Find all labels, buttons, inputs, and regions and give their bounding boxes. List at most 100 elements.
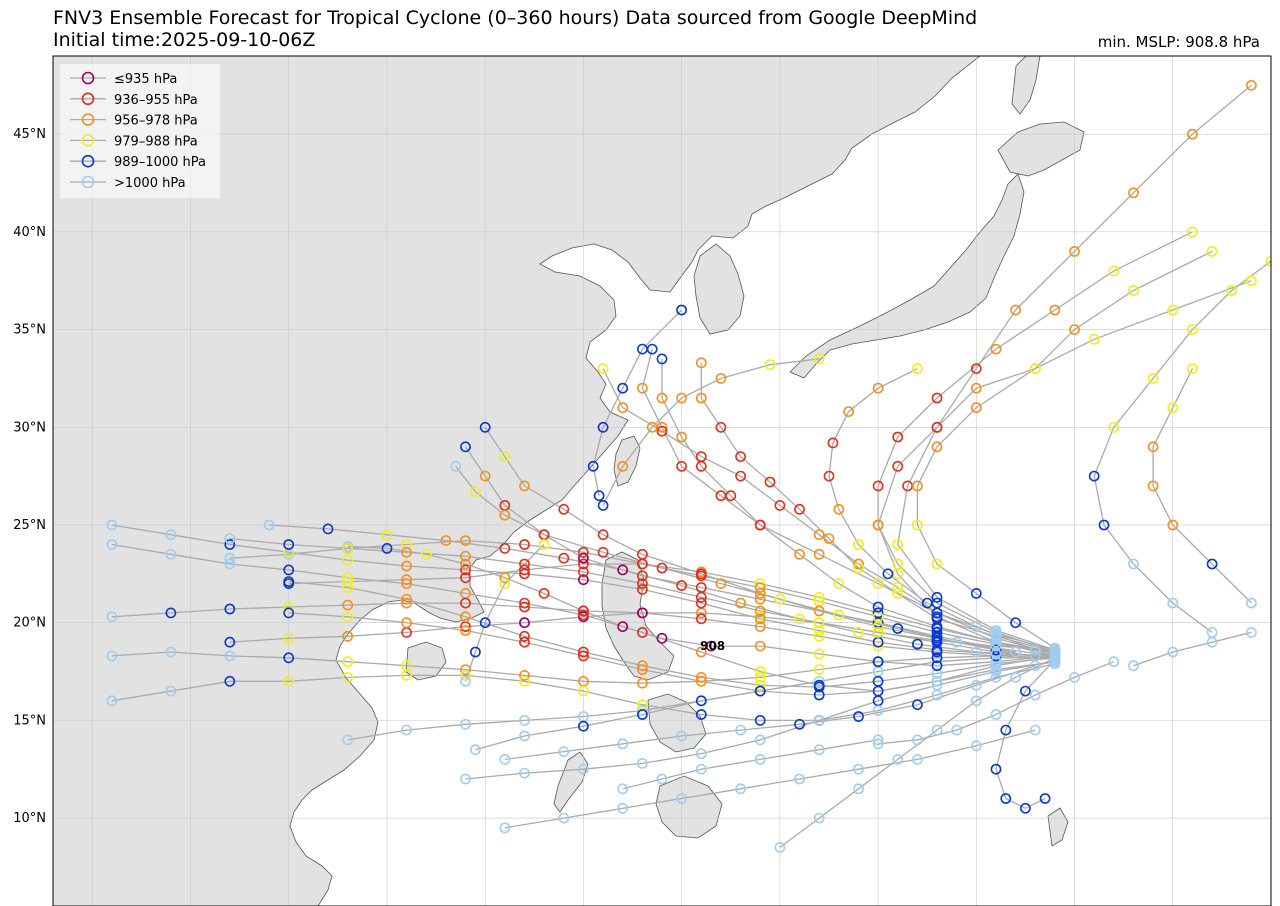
track-point <box>912 519 923 531</box>
track-point <box>695 695 707 707</box>
legend-marker <box>81 92 95 106</box>
track-line <box>916 280 1252 649</box>
track-point <box>637 570 648 582</box>
track-point <box>165 646 177 658</box>
track-point <box>1187 128 1198 140</box>
track-point <box>1187 363 1198 374</box>
track-point <box>597 499 609 511</box>
track-point <box>1069 324 1080 335</box>
track-point <box>912 754 923 765</box>
track-point <box>460 597 471 609</box>
track-point <box>912 363 923 374</box>
track-point <box>637 677 648 689</box>
track-point <box>1010 617 1021 629</box>
track-point <box>283 607 295 619</box>
track-point <box>853 627 864 638</box>
track-point <box>872 621 884 632</box>
track-point <box>1029 724 1041 736</box>
track-line <box>465 661 1056 780</box>
track-point <box>754 685 766 697</box>
track-point <box>637 627 648 638</box>
track-point <box>853 562 864 574</box>
track-line <box>897 84 1252 651</box>
track-line <box>504 729 1036 829</box>
track-point <box>990 343 1002 355</box>
track-point <box>813 353 825 365</box>
track-point <box>827 437 839 449</box>
track-point <box>617 402 629 414</box>
track-point <box>912 734 923 746</box>
track-point <box>1147 480 1159 492</box>
track-point <box>401 539 412 550</box>
track-line <box>229 537 1055 651</box>
track-point <box>578 763 589 775</box>
track-point <box>872 705 884 716</box>
track-point <box>813 625 825 636</box>
track-point <box>597 421 609 433</box>
track-point <box>931 392 943 404</box>
track-point <box>460 441 471 453</box>
track-point <box>695 748 707 759</box>
track-point <box>833 578 845 589</box>
track-point <box>794 503 805 515</box>
track-point <box>695 672 707 683</box>
track-point <box>578 685 589 697</box>
track-point <box>931 441 943 453</box>
track-point <box>283 632 295 644</box>
track-point <box>1128 558 1139 570</box>
track-point <box>224 675 236 687</box>
track-point <box>715 578 727 589</box>
track-point <box>263 519 275 531</box>
track-point <box>754 754 766 765</box>
track-point <box>853 711 864 722</box>
track-point <box>499 509 511 521</box>
track-point <box>813 812 825 824</box>
track-point <box>617 802 629 814</box>
track-point <box>1167 597 1179 609</box>
track-point <box>1246 275 1257 287</box>
track-point <box>479 617 491 629</box>
track-point <box>499 754 511 765</box>
latitude-label: 20°N <box>13 616 46 631</box>
track-line <box>475 690 761 751</box>
track-point <box>970 740 982 752</box>
track-point <box>1069 245 1080 257</box>
track-line <box>1152 368 1252 604</box>
track-point <box>843 406 854 417</box>
track-point <box>342 630 354 642</box>
track-point <box>460 611 471 623</box>
track-point <box>1069 672 1080 683</box>
latitude-labels: 10°N 15°N 20°N 25°N 30°N 35°N 40°N 45°N <box>13 127 46 826</box>
track-point <box>1206 558 1218 570</box>
track-point <box>990 664 1002 675</box>
track-point <box>990 648 1002 660</box>
track-point <box>833 609 845 621</box>
track-point <box>1147 441 1159 453</box>
track-point <box>578 605 589 617</box>
track-point <box>1020 802 1031 814</box>
track-point <box>460 550 471 562</box>
track-point <box>794 548 805 560</box>
track-point <box>578 558 589 570</box>
track-point <box>754 715 766 726</box>
track-points <box>106 79 1271 853</box>
track-point <box>479 421 491 433</box>
track-point <box>450 460 462 472</box>
track-point <box>853 783 864 795</box>
track-point <box>617 621 629 632</box>
track-point <box>342 656 354 668</box>
track-line <box>111 663 1056 722</box>
track-point <box>872 578 884 589</box>
track-point <box>813 630 825 642</box>
track-point <box>637 709 648 720</box>
track-line <box>288 580 1055 688</box>
track-point <box>617 738 629 750</box>
track-point <box>695 675 707 687</box>
track-point <box>656 562 668 574</box>
track-point <box>519 636 530 648</box>
track-point <box>892 623 904 634</box>
track-point <box>735 597 746 609</box>
track-point <box>519 480 530 492</box>
track-line <box>828 368 1036 651</box>
